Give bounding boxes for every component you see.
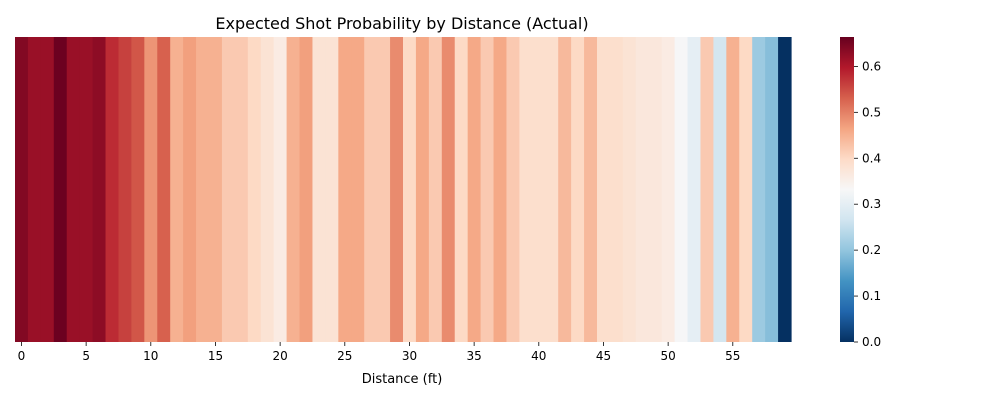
heatmap-cell-43	[571, 37, 585, 342]
colorbar-tick-label: 0.4	[862, 151, 881, 165]
colorbar-ticks: 0.0 0.1 0.2 0.3 0.4 0.5 0.6	[854, 59, 881, 349]
heatmap-cell-7	[105, 37, 120, 342]
heatmap-cell-16	[221, 37, 236, 342]
heatmap-cell-24	[325, 37, 339, 342]
heatmap-cell-32	[428, 37, 443, 342]
heatmap-cell-39	[519, 37, 533, 342]
heatmap-cell-18	[247, 37, 262, 342]
heatmap-cell-9	[131, 37, 145, 342]
x-tick-label: 0	[18, 349, 26, 363]
heatmap-cell-52	[687, 37, 702, 342]
x-tick-label: 5	[82, 349, 90, 363]
heatmap-cell-37	[493, 37, 508, 342]
heatmap-cell-19	[260, 37, 275, 342]
heatmap-cell-26	[351, 37, 365, 342]
x-tick-label: 25	[337, 349, 352, 363]
heatmap-cell-12	[170, 37, 184, 342]
heatmap-cell-0	[15, 37, 29, 342]
x-tick-label: 30	[402, 349, 417, 363]
heatmap-cell-29	[390, 37, 404, 342]
heatmap-cell-33	[441, 37, 456, 342]
heatmap-cell-20	[273, 37, 288, 342]
x-tick-label: 20	[272, 349, 287, 363]
x-axis-label: Distance (ft)	[362, 372, 443, 387]
heatmap-cell-41	[545, 37, 559, 342]
heatmap-cell-47	[622, 37, 637, 342]
heatmap-cell-45	[597, 37, 611, 342]
heatmap-cell-5	[79, 37, 94, 342]
x-tick-label: 50	[660, 349, 675, 363]
heatmap-cell-3	[53, 37, 68, 342]
heatmap-cell-1	[27, 37, 42, 342]
colorbar: 0.0 0.1 0.2 0.3 0.4 0.5 0.6	[840, 37, 881, 349]
colorbar-tick-label: 0.3	[862, 197, 881, 211]
heatmap-cell-49	[648, 37, 663, 342]
x-tick-label: 10	[143, 349, 158, 363]
chart-title: Expected Shot Probability by Distance (A…	[215, 14, 588, 33]
heatmap-cell-17	[234, 37, 249, 342]
heatmap-cell-50	[661, 37, 676, 342]
heatmap-cell-30	[403, 37, 417, 342]
x-tick-label: 55	[725, 349, 740, 363]
x-axis: 0 5 10 15 20 25 30 35 40 45 50 55	[18, 342, 740, 363]
heatmap-cell-28	[377, 37, 391, 342]
heatmap-cell-31	[415, 37, 430, 342]
colorbar-tick-label: 0.0	[862, 335, 881, 349]
heatmap-cell-36	[480, 37, 495, 342]
heatmap-cell-23	[312, 37, 326, 342]
heatmap-cell-57	[752, 37, 766, 342]
heatmap-cell-56	[739, 37, 753, 342]
heatmap-cell-46	[609, 37, 624, 342]
heatmap-cell-51	[674, 37, 689, 342]
heatmap-cell-8	[118, 37, 132, 342]
heatmap-cell-34	[454, 37, 469, 342]
colorbar-tick-label: 0.6	[862, 59, 881, 73]
heatmap-cell-42	[558, 37, 572, 342]
heatmap-cell-14	[196, 37, 210, 342]
heatmap-cells	[15, 37, 792, 342]
heatmap-cell-10	[144, 37, 158, 342]
heatmap-cell-6	[92, 37, 107, 342]
heatmap-cell-54	[713, 37, 727, 342]
heatmap-cell-25	[338, 37, 352, 342]
heatmap-cell-21	[286, 37, 301, 342]
heatmap-cell-58	[765, 37, 779, 342]
heatmap-cell-15	[209, 37, 223, 342]
heatmap-cell-38	[506, 37, 520, 342]
heatmap-cell-53	[700, 37, 714, 342]
heatmap-cell-22	[299, 37, 314, 342]
x-tick-label: 45	[596, 349, 611, 363]
heatmap-cell-11	[157, 37, 171, 342]
heatmap-cell-35	[467, 37, 482, 342]
heatmap-cell-40	[532, 37, 546, 342]
colorbar-tick-label: 0.5	[862, 105, 881, 119]
heatmap-cell-48	[635, 37, 650, 342]
heatmap-cell-2	[40, 37, 55, 342]
heatmap-cell-27	[364, 37, 378, 342]
x-tick-label: 35	[466, 349, 481, 363]
heatmap-cell-44	[584, 37, 598, 342]
colorbar-tick-label: 0.1	[862, 289, 881, 303]
heatmap-cell-59	[778, 37, 792, 342]
x-tick-label: 40	[531, 349, 546, 363]
colorbar-tick-label: 0.2	[862, 243, 881, 257]
x-tick-label: 15	[208, 349, 223, 363]
heatmap-cell-13	[183, 37, 197, 342]
heatmap-cell-55	[726, 37, 740, 342]
heatmap-cell-4	[66, 37, 81, 342]
colorbar-gradient	[840, 37, 854, 342]
